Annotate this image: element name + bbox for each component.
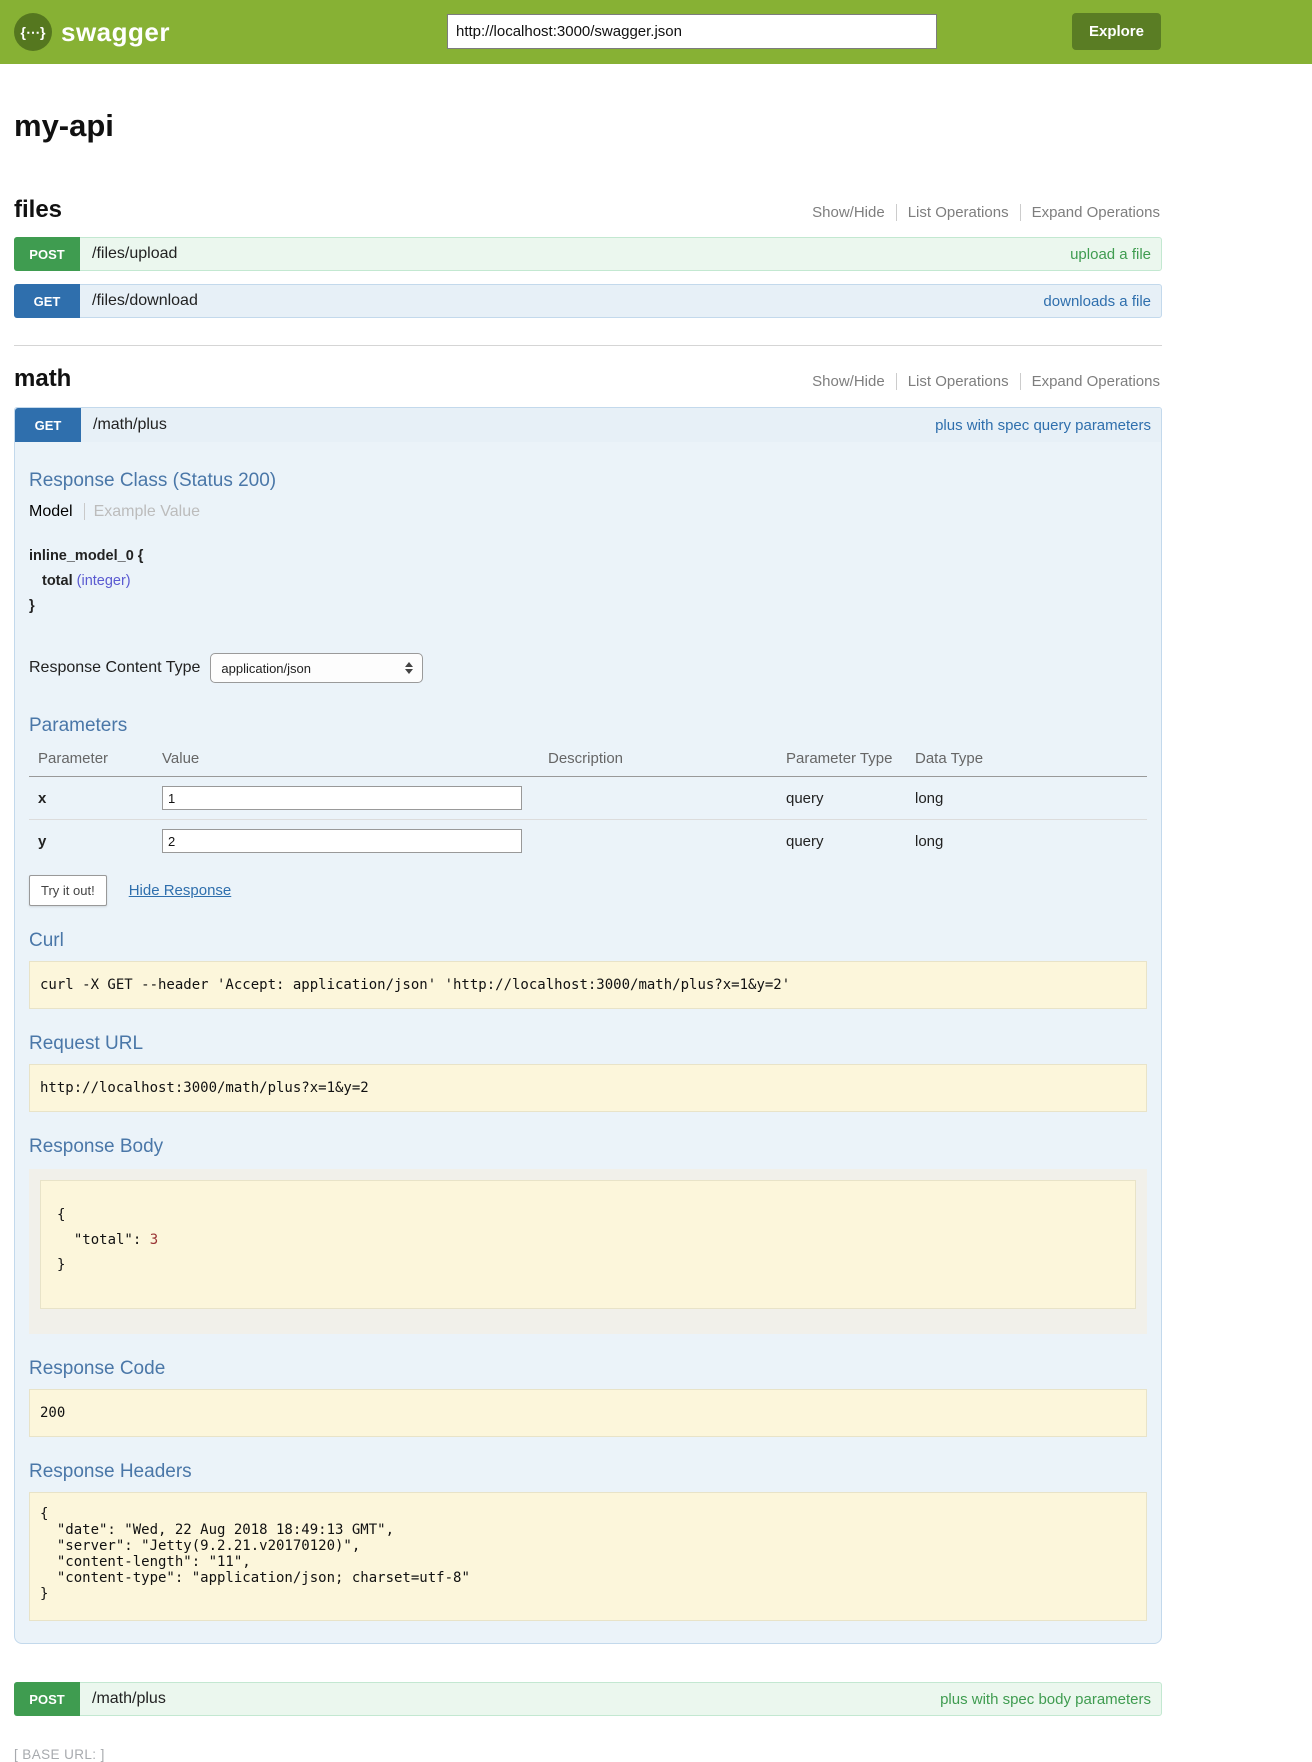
get-method-badge: GET xyxy=(15,408,81,442)
expand-operations-link[interactable]: Expand Operations xyxy=(1019,373,1162,390)
request-url-value: http://localhost:3000/math/plus?x=1&y=2 xyxy=(29,1064,1147,1112)
get-method-badge: GET xyxy=(14,284,80,318)
col-parameter: Parameter xyxy=(29,741,153,777)
param-description xyxy=(539,777,777,820)
param-description xyxy=(539,819,777,862)
response-body-heading: Response Body xyxy=(29,1136,164,1157)
tab-example-value[interactable]: Example Value xyxy=(93,503,201,520)
post-method-badge: POST xyxy=(14,237,80,271)
response-content-type-row: Response Content Type application/json xyxy=(29,653,1147,683)
swagger-logo-text: swagger xyxy=(61,16,170,47)
col-value: Value xyxy=(153,741,539,777)
response-code-value: 200 xyxy=(29,1389,1147,1437)
math-section-header: math Show/Hide List Operations Expand Oper… xyxy=(14,365,1162,393)
swagger-logo[interactable]: {⋯} swagger xyxy=(14,13,170,51)
operation-summary[interactable]: downloads a file xyxy=(1043,292,1151,310)
parameters-header-row: Parameter Value Description Parameter Ty… xyxy=(29,741,1147,777)
col-data-type: Data Type xyxy=(906,741,1147,777)
operation-body: Response Class (Status 200) Model Example… xyxy=(15,470,1161,1643)
parameter-row-y: y query long xyxy=(29,819,1147,862)
param-data-type: long xyxy=(906,819,1147,862)
actions-row: Try it out! Hide Response xyxy=(29,875,1147,906)
response-code-heading: Response Code xyxy=(29,1358,166,1379)
swagger-logo-icon: {⋯} xyxy=(14,13,52,51)
list-operations-link[interactable]: List Operations xyxy=(895,373,1020,390)
api-url-input[interactable] xyxy=(447,14,937,49)
content-type-select[interactable]: application/json xyxy=(210,653,424,683)
request-url-heading: Request URL xyxy=(29,1033,144,1054)
response-headers-json: { "date": "Wed, 22 Aug 2018 18:49:13 GMT… xyxy=(29,1492,1147,1621)
param-name: y xyxy=(29,819,153,862)
response-class-heading: Response Class (Status 200) xyxy=(29,470,277,491)
page-title: my-api xyxy=(14,108,114,143)
operation-path[interactable]: /files/upload xyxy=(92,245,178,262)
model-property: total (integer) xyxy=(29,569,1147,594)
operation-header[interactable]: GET /math/plus plus with spec query para… xyxy=(15,408,1161,442)
response-body-json: { "total": 3 } xyxy=(40,1180,1136,1309)
files-section-header: files Show/Hide List Operations Expand Ope… xyxy=(14,196,1162,224)
col-description: Description xyxy=(539,741,777,777)
param-type: query xyxy=(777,819,906,862)
operation-path[interactable]: /math/plus xyxy=(92,1690,166,1707)
files-section-controls: Show/Hide List Operations Expand Operation… xyxy=(801,204,1162,221)
try-it-out-button[interactable]: Try it out! xyxy=(29,875,107,906)
post-method-badge: POST xyxy=(14,1682,80,1716)
operation-path[interactable]: /math/plus xyxy=(93,416,167,433)
response-content-type-label: Response Content Type xyxy=(29,659,201,676)
model-tabs: Model Example Value xyxy=(29,503,1147,521)
top-bar: {⋯} swagger Explore xyxy=(0,0,1312,64)
explore-button[interactable]: Explore xyxy=(1071,13,1161,50)
math-section-title: math xyxy=(14,365,72,392)
param-name: x xyxy=(38,789,47,807)
model-property-type: (integer) xyxy=(76,573,131,589)
hide-response-link[interactable]: Hide Response xyxy=(128,882,232,899)
list-operations-link[interactable]: List Operations xyxy=(895,204,1020,221)
files-section-title: files xyxy=(14,196,63,223)
operation-post-math-plus[interactable]: POST /math/plus plus with spec body para… xyxy=(14,1682,1162,1716)
operation-summary[interactable]: plus with spec body parameters xyxy=(940,1690,1151,1708)
model-close-brace: } xyxy=(29,598,35,614)
operation-get-files-download[interactable]: GET /files/download downloads a file xyxy=(14,284,1162,318)
expand-operations-link[interactable]: Expand Operations xyxy=(1019,204,1162,221)
operation-path[interactable]: /files/download xyxy=(92,292,198,309)
parameter-row-x: x query long xyxy=(29,777,1147,820)
model-signature: inline_model_0 { total (integer) } xyxy=(29,544,1147,619)
curl-command: curl -X GET --header 'Accept: applicatio… xyxy=(29,961,1147,1009)
param-value-input[interactable] xyxy=(162,829,522,853)
col-parameter-type: Parameter Type xyxy=(777,741,906,777)
operation-summary[interactable]: plus with spec query parameters xyxy=(935,416,1151,434)
parameters-heading: Parameters xyxy=(29,715,128,736)
content-wrapper: my-api files Show/Hide List Operations Exp… xyxy=(14,108,1162,1762)
model-name: inline_model_0 { xyxy=(29,548,144,564)
response-headers-heading: Response Headers xyxy=(29,1461,192,1482)
show-hide-link[interactable]: Show/Hide xyxy=(812,204,885,221)
base-url-label: [ BASE URL: ] xyxy=(14,1747,105,1762)
math-section-controls: Show/Hide List Operations Expand Operation… xyxy=(801,373,1162,390)
operation-get-math-plus-expanded: GET /math/plus plus with spec query para… xyxy=(14,407,1162,1644)
operation-post-files-upload[interactable]: POST /files/upload upload a file xyxy=(14,237,1162,271)
model-property-name: total xyxy=(42,573,73,589)
param-type: query xyxy=(786,789,824,807)
show-hide-link[interactable]: Show/Hide xyxy=(812,373,885,390)
section-divider xyxy=(14,345,1162,346)
content-type-selected-value: application/json xyxy=(221,660,311,676)
operation-summary[interactable]: upload a file xyxy=(1070,245,1151,263)
curl-heading: Curl xyxy=(29,930,64,951)
param-data-type: long xyxy=(915,789,944,807)
param-value-input[interactable] xyxy=(162,786,522,810)
tab-model[interactable]: Model xyxy=(29,503,85,520)
response-body-container: { "total": 3 } xyxy=(29,1169,1147,1334)
parameters-table: Parameter Value Description Parameter Ty… xyxy=(29,741,1147,862)
select-arrows-icon xyxy=(405,662,414,674)
